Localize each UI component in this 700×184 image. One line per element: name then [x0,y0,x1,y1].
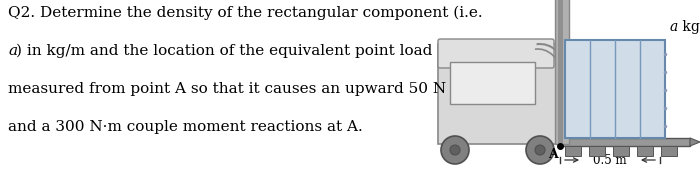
Text: A: A [548,148,558,161]
Bar [558,0,563,144]
Bar [565,40,665,138]
Text: Q2. Determine the density of the rectangular component (i.e.: Q2. Determine the density of the rectang… [8,6,482,20]
Text: a: a [8,44,17,58]
Bar [555,0,569,144]
Bar [637,146,653,156]
Circle shape [526,136,554,164]
Bar [661,146,677,156]
Text: 0.5 m: 0.5 m [593,153,626,167]
Bar [560,138,690,146]
Bar [589,146,605,156]
Circle shape [450,145,460,155]
Circle shape [441,136,469,164]
Text: kg/m: kg/m [678,20,700,34]
Bar [450,62,535,104]
Bar [438,44,556,144]
FancyBboxPatch shape [438,39,554,68]
Polygon shape [690,138,700,146]
Text: ) in kg/m and the location of the equivalent point load: ) in kg/m and the location of the equiva… [16,44,433,58]
Text: a: a [670,20,678,34]
Bar [613,146,629,156]
Bar [565,146,581,156]
Text: measured from point A so that it causes an upward 50 N force: measured from point A so that it causes … [8,82,491,96]
Circle shape [535,145,545,155]
Text: and a 300 N·m couple moment reactions at A.: and a 300 N·m couple moment reactions at… [8,120,363,134]
